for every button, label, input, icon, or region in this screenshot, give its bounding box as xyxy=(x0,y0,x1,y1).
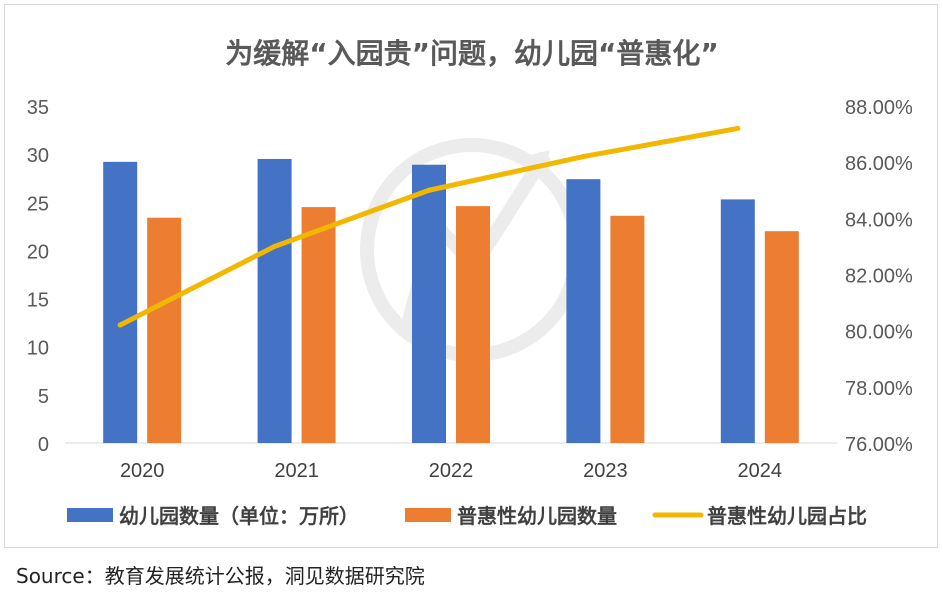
right-axis-tick-label: 84.00% xyxy=(845,209,913,231)
line-series xyxy=(117,125,741,328)
left-axis-tick-label: 35 xyxy=(27,97,49,119)
x-axis-tick-label: 2024 xyxy=(738,460,783,482)
x-axis-tick-label: 2021 xyxy=(274,460,319,482)
legend-swatch xyxy=(405,508,451,522)
legend-label: 幼儿园数量（单位：万所） xyxy=(119,504,359,528)
source-note: Source：教育发展统计公报，洞见数据研究院 xyxy=(16,564,425,588)
left-axis-tick-label: 5 xyxy=(38,386,49,408)
line-point-inclusive-share xyxy=(735,125,741,131)
left-axis: 0 5 10 15 20 25 30 35 xyxy=(27,97,49,456)
line-point-inclusive-share xyxy=(272,243,278,249)
left-axis-tick-label: 25 xyxy=(27,193,49,215)
left-axis-tick-label: 15 xyxy=(27,290,49,312)
x-axis-tick-label: 2023 xyxy=(583,460,628,482)
bar-inclusive-count xyxy=(301,207,336,443)
bar-inclusive-count xyxy=(456,206,490,443)
chart-frame: 为缓解“入园贵”问题，幼儿园“普惠化” 0 5 10 15 20 25 30 35 76.00… xyxy=(4,4,938,548)
left-axis-tick-label: 0 xyxy=(38,434,49,456)
legend-label: 普惠性幼儿园数量 xyxy=(457,504,617,528)
right-axis-tick-label: 82.00% xyxy=(845,266,913,288)
line-point-inclusive-share xyxy=(580,154,586,160)
bar-kindergarten-count xyxy=(103,161,138,444)
bar-kindergarten-count xyxy=(566,179,601,444)
right-axis-tick-label: 88.00% xyxy=(845,97,913,119)
line-point-inclusive-share xyxy=(426,187,432,193)
right-axis-tick-label: 86.00% xyxy=(845,153,913,175)
right-axis-tick-label: 80.00% xyxy=(845,322,913,344)
x-axis-tick-label: 2020 xyxy=(120,460,165,482)
legend-swatch xyxy=(67,508,113,522)
left-axis-tick-label: 10 xyxy=(27,338,49,360)
right-axis: 76.00% 78.00% 80.00% 82.00% 84.00% 86.00% 88.0… xyxy=(845,97,913,456)
x-axis-tick-label: 2022 xyxy=(429,460,474,482)
combo-chart: 为缓解“入园贵”问题，幼儿园“普惠化” 0 5 10 15 20 25 30 35 76.00… xyxy=(27,37,913,528)
x-axis: 2020 2021 2022 2023 2024 xyxy=(120,460,782,482)
left-axis-tick-label: 20 xyxy=(27,241,49,263)
bar-kindergarten-count xyxy=(257,158,292,443)
chart-title: 为缓解“入园贵”问题，幼儿园“普惠化” xyxy=(225,37,719,70)
bar-inclusive-count xyxy=(147,217,182,443)
bar-inclusive-count xyxy=(610,215,645,443)
legend: 幼儿园数量（单位：万所） 普惠性幼儿园数量 普惠性幼儿园占比 xyxy=(67,504,867,528)
right-axis-tick-label: 76.00% xyxy=(845,434,913,456)
bar-kindergarten-count xyxy=(720,199,755,443)
line-point-inclusive-share xyxy=(117,322,123,328)
right-axis-tick-label: 78.00% xyxy=(845,378,913,400)
left-axis-tick-label: 30 xyxy=(27,145,49,167)
bar-kindergarten-count xyxy=(412,164,446,443)
bar-inclusive-count xyxy=(764,231,799,443)
legend-label: 普惠性幼儿园占比 xyxy=(707,504,867,528)
bars xyxy=(103,158,799,444)
